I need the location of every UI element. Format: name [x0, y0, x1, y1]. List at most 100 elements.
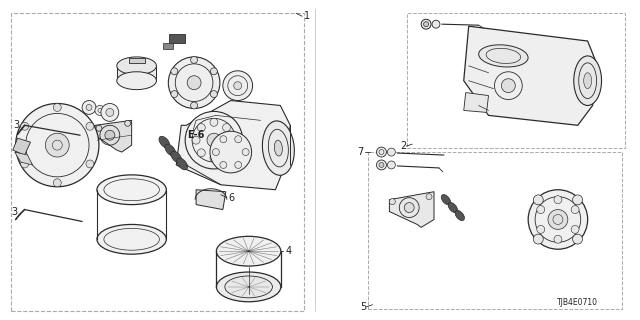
- Circle shape: [15, 103, 99, 187]
- Ellipse shape: [216, 272, 281, 302]
- Circle shape: [125, 120, 131, 126]
- Circle shape: [376, 160, 387, 170]
- Circle shape: [211, 91, 218, 98]
- Text: 4: 4: [285, 246, 291, 256]
- Circle shape: [537, 225, 545, 233]
- Circle shape: [45, 133, 69, 157]
- Ellipse shape: [97, 224, 166, 254]
- Ellipse shape: [448, 203, 458, 213]
- Circle shape: [421, 19, 431, 29]
- Circle shape: [105, 130, 115, 140]
- Circle shape: [171, 91, 178, 98]
- Circle shape: [379, 163, 384, 167]
- Circle shape: [197, 124, 205, 132]
- Circle shape: [95, 106, 105, 116]
- Polygon shape: [13, 138, 31, 155]
- Ellipse shape: [225, 276, 273, 298]
- Circle shape: [191, 56, 198, 63]
- Polygon shape: [196, 190, 226, 210]
- Bar: [407, 13, 625, 148]
- Ellipse shape: [159, 136, 170, 148]
- Circle shape: [235, 136, 242, 143]
- Circle shape: [501, 79, 515, 92]
- Polygon shape: [95, 120, 132, 152]
- Circle shape: [210, 118, 218, 126]
- Circle shape: [573, 234, 582, 244]
- Text: E-6: E-6: [188, 130, 205, 140]
- Circle shape: [171, 68, 178, 75]
- Circle shape: [20, 122, 29, 130]
- Circle shape: [223, 124, 230, 132]
- Circle shape: [432, 20, 440, 28]
- Circle shape: [101, 103, 119, 121]
- Circle shape: [571, 225, 579, 233]
- Text: TJB4E0710: TJB4E0710: [557, 298, 598, 307]
- Text: 3: 3: [12, 206, 18, 217]
- Circle shape: [554, 196, 562, 204]
- Ellipse shape: [528, 190, 588, 249]
- Circle shape: [86, 160, 94, 168]
- Circle shape: [53, 179, 61, 187]
- Circle shape: [211, 68, 218, 75]
- Circle shape: [96, 125, 102, 131]
- Text: 7: 7: [357, 147, 364, 157]
- Circle shape: [242, 148, 249, 156]
- Ellipse shape: [165, 144, 176, 156]
- Ellipse shape: [185, 111, 243, 169]
- Circle shape: [220, 136, 227, 143]
- Ellipse shape: [441, 195, 451, 205]
- Ellipse shape: [275, 140, 282, 156]
- Ellipse shape: [116, 72, 156, 90]
- Circle shape: [204, 133, 208, 137]
- Circle shape: [106, 108, 114, 116]
- Ellipse shape: [116, 57, 156, 75]
- Circle shape: [387, 148, 396, 156]
- Circle shape: [197, 149, 205, 157]
- Bar: [367, 152, 622, 309]
- Ellipse shape: [455, 211, 465, 220]
- Text: 2: 2: [400, 141, 406, 151]
- Ellipse shape: [216, 236, 281, 266]
- Circle shape: [389, 199, 396, 204]
- Circle shape: [82, 100, 96, 114]
- Polygon shape: [176, 100, 291, 190]
- Circle shape: [235, 162, 242, 168]
- Text: 1: 1: [304, 11, 310, 21]
- Circle shape: [424, 22, 429, 27]
- Polygon shape: [129, 58, 145, 63]
- Circle shape: [20, 160, 29, 168]
- Polygon shape: [464, 26, 598, 125]
- Circle shape: [86, 105, 92, 110]
- Circle shape: [86, 122, 94, 130]
- Ellipse shape: [210, 131, 252, 173]
- Polygon shape: [389, 192, 434, 228]
- Circle shape: [548, 210, 568, 229]
- Circle shape: [426, 194, 432, 200]
- Circle shape: [53, 103, 61, 111]
- Ellipse shape: [223, 71, 253, 100]
- Circle shape: [376, 147, 387, 157]
- Ellipse shape: [234, 82, 242, 90]
- Circle shape: [387, 161, 396, 169]
- Text: 6: 6: [228, 193, 235, 203]
- Text: 5: 5: [360, 302, 367, 312]
- Circle shape: [404, 203, 414, 212]
- Circle shape: [220, 162, 227, 168]
- Circle shape: [210, 154, 218, 162]
- Polygon shape: [464, 92, 488, 112]
- Circle shape: [228, 136, 236, 144]
- Circle shape: [207, 133, 221, 147]
- Circle shape: [573, 195, 582, 205]
- Ellipse shape: [479, 45, 528, 67]
- Circle shape: [537, 206, 545, 213]
- Circle shape: [212, 148, 220, 156]
- Circle shape: [571, 206, 579, 213]
- Circle shape: [533, 234, 543, 244]
- Ellipse shape: [168, 57, 220, 108]
- Ellipse shape: [97, 175, 166, 204]
- Ellipse shape: [171, 151, 182, 163]
- Circle shape: [554, 235, 562, 243]
- Ellipse shape: [574, 56, 602, 106]
- Bar: [11, 13, 304, 311]
- Bar: [170, 34, 185, 43]
